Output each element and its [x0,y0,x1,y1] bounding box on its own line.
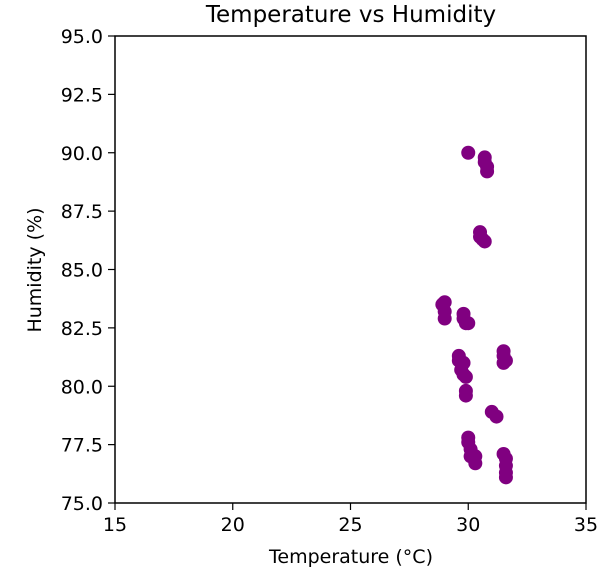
y-tick-label: 92.5 [61,84,103,106]
scatter-point [461,316,476,331]
y-tick-label: 85.0 [61,260,103,282]
x-tick-label: 30 [456,514,480,536]
scatter-point [468,456,483,471]
x-tick-label: 15 [103,514,127,536]
x-tick-label: 25 [338,514,362,536]
x-tick-label: 35 [574,514,598,536]
scatter-point [437,311,452,326]
scatter-point [480,164,495,179]
scatter-point [458,369,473,384]
y-axis-label: Humidity (%) [24,207,46,332]
y-tick-label: 82.5 [61,318,103,340]
scatter-point [477,234,492,249]
y-tick-label: 90.0 [61,143,103,165]
y-tick-label: 77.5 [61,435,103,457]
y-tick-label: 80.0 [61,376,103,398]
scatter-point [498,470,513,485]
x-axis: 15 20 25 30 35 [103,503,598,536]
y-axis: 75.0 77.5 80.0 82.5 85.0 87.5 90.0 92.5 95.0 [61,26,115,515]
y-tick-label: 95.0 [61,26,103,48]
scatter-point [489,409,504,424]
y-tick-label: 75.0 [61,493,103,515]
plot-area [114,35,587,504]
scatter-point [496,355,511,370]
x-tick-label: 20 [221,514,245,536]
scatter-point [458,388,473,403]
x-axis-label: Temperature (°C) [268,546,433,568]
scatter-point [461,145,476,160]
data-points [435,145,513,485]
y-tick-label: 87.5 [61,201,103,223]
chart-title: Temperature vs Humidity [205,2,496,28]
